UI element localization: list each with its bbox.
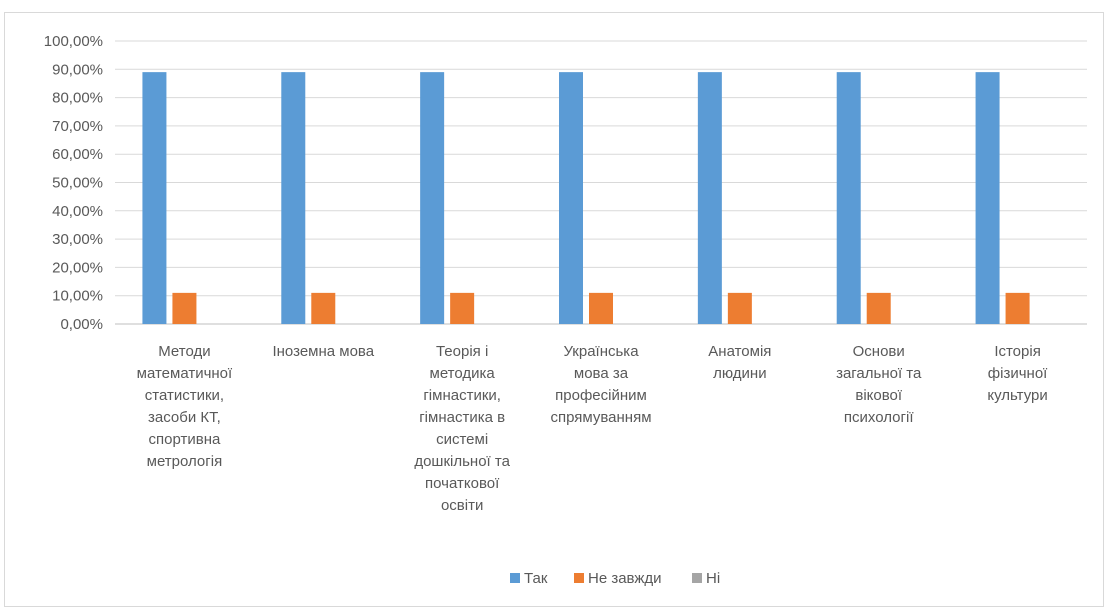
bar-ne-zavzhdy-3	[589, 292, 613, 324]
chart-frame: 0,00% 10,00% 20,00% 30,00% 40,00% 50,00% 60,00…	[4, 12, 1104, 607]
bar-ne-zavzhdy-0	[172, 292, 197, 324]
category-label-line: методика	[430, 365, 496, 382]
bars	[142, 72, 1030, 324]
category-label-line: культури	[987, 387, 1047, 404]
category-label: Анатомія людини	[708, 343, 771, 382]
category-label-line: загальної та	[836, 365, 922, 382]
bar-tak-5	[836, 72, 861, 324]
legend: Так Не завжди Ні	[510, 570, 720, 587]
y-tick-label: 100,00%	[44, 33, 103, 50]
category-label-line: системі	[436, 431, 488, 448]
category-label-line: професійним	[555, 387, 647, 404]
bar-ne-zavzhdy-4	[727, 292, 752, 324]
category-label: Українська мова за професійним спрямуванням	[550, 343, 651, 426]
bar-tak-1	[281, 72, 306, 324]
category-label-line: математичної	[137, 365, 233, 382]
bar-ne-zavzhdy-1	[311, 292, 336, 324]
category-label: Іноземна мова	[272, 343, 374, 360]
bar-ne-zavzhdy-2	[450, 292, 475, 324]
category-label-line: засоби КТ,	[148, 409, 221, 426]
bar-tak-3	[559, 72, 583, 324]
category-label-line: психології	[844, 409, 914, 426]
y-tick-label: 20,00%	[52, 259, 103, 276]
category-label-line: фізичної	[988, 365, 1048, 382]
y-tick-label: 70,00%	[52, 118, 103, 135]
legend-item: Не завжди	[574, 570, 662, 587]
category-label-line: початкової	[425, 475, 500, 492]
category-label-line: дошкільної та	[414, 453, 510, 470]
y-axis-tick-labels: 0,00% 10,00% 20,00% 30,00% 40,00% 50,00% 60,00…	[44, 33, 103, 333]
bar-tak-0	[142, 72, 167, 324]
category-label-line: Основи	[853, 343, 905, 360]
bar-tak-4	[697, 72, 722, 324]
category-label: Основи загальної та вікової психології	[836, 343, 922, 426]
legend-label: Не завжди	[588, 570, 662, 587]
category-label-line: людини	[713, 365, 766, 382]
category-label: Методи математичної статистики, засоби КТ, с…	[137, 343, 233, 470]
category-label-line: спрямуванням	[550, 409, 651, 426]
y-tick-label: 60,00%	[52, 146, 103, 163]
category-label-line: Українська	[563, 343, 639, 360]
category-label-line: спортивна	[149, 431, 221, 448]
category-label-line: статистики,	[145, 387, 224, 404]
legend-item: Так	[510, 570, 548, 587]
legend-label: Ні	[706, 570, 720, 587]
y-tick-label: 40,00%	[52, 203, 103, 220]
legend-swatch	[574, 573, 584, 583]
bar-ne-zavzhdy-5	[866, 292, 891, 324]
y-tick-label: 10,00%	[52, 288, 103, 305]
category-label-line: Теорія і	[436, 343, 488, 360]
category-label-line: Іноземна мова	[272, 343, 374, 360]
bar-ne-zavzhdy-6	[1005, 292, 1030, 324]
y-tick-label: 80,00%	[52, 90, 103, 107]
category-label-line: мова за	[574, 365, 629, 382]
category-label-line: вікової	[855, 387, 903, 404]
y-tick-label: 90,00%	[52, 61, 103, 78]
category-label-line: гімнастики,	[423, 387, 501, 404]
legend-swatch	[510, 573, 520, 583]
gridlines	[115, 40, 1087, 325]
bar-tak-6	[975, 72, 1000, 324]
category-label-line: освіти	[441, 497, 483, 514]
category-label-line: Методи	[158, 343, 210, 360]
category-label: Історія фізичної культури	[987, 343, 1048, 404]
x-axis-category-labels: Методи математичної статистики, засоби КТ, с…	[137, 343, 1049, 514]
bar-chart: 0,00% 10,00% 20,00% 30,00% 40,00% 50,00% 60,00…	[44, 33, 1087, 587]
category-label-line: метрологія	[147, 453, 223, 470]
legend-item: Ні	[692, 570, 720, 587]
legend-label: Так	[524, 570, 548, 587]
category-label: Теорія і методика гімнастики, гімнастика в с…	[414, 343, 510, 514]
bar-tak-2	[420, 72, 445, 324]
category-label-line: Анатомія	[708, 343, 771, 360]
y-tick-label: 50,00%	[52, 175, 103, 192]
legend-swatch	[692, 573, 702, 583]
y-tick-label: 30,00%	[52, 231, 103, 248]
y-tick-label: 0,00%	[60, 316, 103, 333]
category-label-line: Історія	[994, 343, 1041, 360]
category-label-line: гімнастика в	[419, 409, 505, 426]
